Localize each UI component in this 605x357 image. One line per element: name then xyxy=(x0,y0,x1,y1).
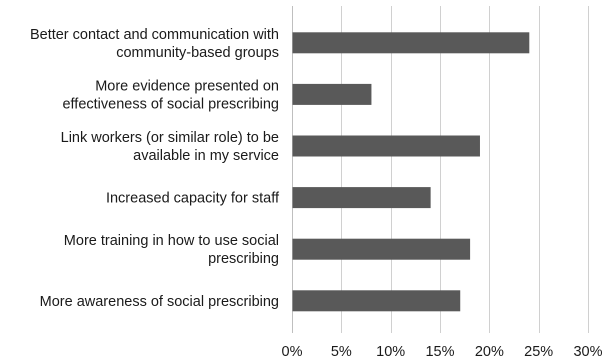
bar xyxy=(292,135,480,157)
bar xyxy=(292,187,431,209)
category-label: prescribing xyxy=(208,251,279,267)
bar xyxy=(292,83,372,105)
category-label: Link workers (or similar role) to be xyxy=(61,130,279,146)
bar xyxy=(292,32,530,54)
category-label: available in my service xyxy=(133,148,279,164)
category-label: More evidence presented on xyxy=(95,78,279,94)
x-tick-label: 30% xyxy=(573,344,602,357)
gridlines xyxy=(292,6,589,333)
category-label: community-based groups xyxy=(116,45,279,61)
category-label: Better contact and communication with xyxy=(30,27,279,43)
category-label: More awareness of social prescribing xyxy=(40,294,279,310)
x-tick-label: 10% xyxy=(376,344,405,357)
x-tick-labels: 0% 5% 10% 15% 20% 25% 30% xyxy=(282,344,603,357)
category-label: Increased capacity for staff xyxy=(106,191,280,207)
category-label: effectiveness of social prescribing xyxy=(62,96,279,112)
bar xyxy=(292,238,471,260)
x-tick-label: 15% xyxy=(425,344,454,357)
bars xyxy=(292,32,530,312)
category-labels: Better contact and communication with com… xyxy=(30,27,280,310)
category-label: More training in how to use social xyxy=(64,233,279,249)
x-tick-label: 25% xyxy=(524,344,553,357)
bar xyxy=(292,290,461,312)
x-tick-label: 5% xyxy=(331,344,352,357)
x-tick-label: 20% xyxy=(475,344,504,357)
x-tick-label: 0% xyxy=(282,344,303,357)
